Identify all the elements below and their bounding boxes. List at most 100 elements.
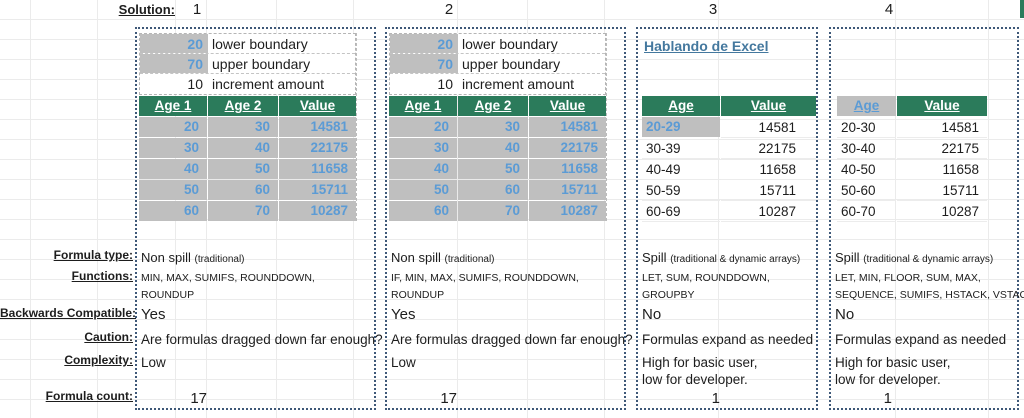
- column-header[interactable]: Age 2: [458, 96, 528, 116]
- formula-type-value[interactable]: Spill (traditional & dynamic arrays): [640, 247, 814, 268]
- backwards-compatible-value[interactable]: Yes: [141, 306, 166, 323]
- cell[interactable]: 40: [458, 138, 528, 158]
- cell[interactable]: 70: [208, 201, 278, 221]
- functions-line-2[interactable]: ROUNDUP: [391, 289, 445, 301]
- formula-type-value[interactable]: Non spill (traditional): [389, 247, 622, 268]
- cell[interactable]: 40-50: [837, 159, 896, 180]
- cell[interactable]: 20-30: [837, 117, 896, 138]
- functions-line-1[interactable]: LET, MIN, FLOOR, SUM, MAX,: [835, 272, 981, 284]
- cell[interactable]: 30-40: [837, 138, 896, 159]
- column-header[interactable]: Age 2: [208, 96, 278, 116]
- cell[interactable]: 40-49: [642, 159, 720, 180]
- lower-boundary-cell[interactable]: 20: [390, 34, 458, 53]
- formula-count-label[interactable]: Formula count:: [45, 389, 133, 403]
- upper-boundary-label[interactable]: upper boundary: [208, 54, 355, 73]
- cell[interactable]: 10287: [279, 201, 356, 221]
- cell[interactable]: 14581: [897, 117, 987, 138]
- functions-line-2[interactable]: ROUNDUP: [141, 289, 195, 301]
- solution-number-2[interactable]: 2: [444, 1, 454, 18]
- column-header[interactable]: Age 1: [389, 96, 457, 116]
- formula-count-value[interactable]: 1: [883, 390, 892, 407]
- increment-label[interactable]: increment amount: [458, 74, 605, 94]
- cell[interactable]: 40: [389, 159, 457, 179]
- backwards-compatible-label[interactable]: Backwards Compatible:: [0, 306, 137, 320]
- formula-count-value[interactable]: 17: [190, 390, 207, 407]
- cell[interactable]: 11658: [279, 159, 356, 179]
- complexity-line-2[interactable]: [139, 373, 372, 388]
- caution-label[interactable]: Caution:: [84, 330, 133, 344]
- column-header[interactable]: Value: [897, 96, 987, 116]
- cell[interactable]: 11658: [897, 159, 987, 180]
- cell[interactable]: 60-70: [837, 201, 896, 222]
- formula-count-value[interactable]: 17: [440, 390, 457, 407]
- solution-number-3[interactable]: 3: [708, 1, 718, 18]
- formula-type-label[interactable]: Formula type:: [53, 248, 133, 262]
- cell[interactable]: 50: [139, 180, 207, 200]
- cell[interactable]: 22175: [279, 138, 356, 158]
- caution-value[interactable]: Are formulas dragged down far enough?: [391, 332, 633, 347]
- complexity-line-2[interactable]: low for developer.: [642, 372, 748, 387]
- column-header[interactable]: Age 1: [139, 96, 207, 116]
- cell[interactable]: 30-39: [642, 138, 720, 159]
- complexity-line-1[interactable]: Low: [141, 355, 166, 370]
- cell[interactable]: 30: [389, 138, 457, 158]
- cell[interactable]: 20: [389, 117, 457, 137]
- formula-count-value[interactable]: 1: [711, 390, 720, 407]
- column-header[interactable]: Value: [279, 96, 356, 116]
- solution-row-label[interactable]: Solution:: [118, 2, 175, 17]
- column-header[interactable]: Value: [529, 96, 606, 116]
- cell[interactable]: 50-60: [837, 180, 896, 201]
- increment-cell[interactable]: 10: [390, 74, 458, 94]
- cell[interactable]: 11658: [721, 159, 816, 180]
- cell[interactable]: 22175: [721, 138, 816, 159]
- solution-number-4[interactable]: 4: [884, 1, 894, 18]
- cell[interactable]: 60: [458, 180, 528, 200]
- functions-line-2[interactable]: GROUPBY: [642, 289, 695, 301]
- formula-type-value[interactable]: Non spill (traditional): [139, 247, 372, 268]
- caution-value[interactable]: Are formulas dragged down far enough?: [141, 332, 383, 347]
- increment-cell[interactable]: 10: [140, 74, 208, 94]
- cell[interactable]: 30: [458, 117, 528, 137]
- cell[interactable]: 20: [139, 117, 207, 137]
- cell[interactable]: 50: [389, 180, 457, 200]
- column-header[interactable]: Age: [642, 96, 720, 116]
- upper-boundary-cell[interactable]: 70: [140, 54, 208, 73]
- cell[interactable]: 50: [458, 159, 528, 179]
- cell[interactable]: 60-69: [642, 201, 720, 222]
- cell[interactable]: 30: [208, 117, 278, 137]
- functions-line-2[interactable]: SEQUENCE, SUMIFS, HSTACK, VSTACK: [835, 289, 1024, 301]
- cell[interactable]: 60: [208, 180, 278, 200]
- hablando-de-excel-link[interactable]: Hablando de Excel: [644, 38, 769, 54]
- upper-boundary-label[interactable]: upper boundary: [458, 54, 605, 73]
- functions-line-1[interactable]: IF, MIN, MAX, SUMIFS, ROUNDDOWN,: [391, 272, 579, 284]
- cell[interactable]: 40: [139, 159, 207, 179]
- cell[interactable]: 10287: [529, 201, 606, 221]
- complexity-line-1[interactable]: High for basic user,: [642, 355, 758, 370]
- increment-label[interactable]: increment amount: [208, 74, 355, 94]
- cell[interactable]: 22175: [897, 138, 987, 159]
- cell[interactable]: 60: [389, 201, 457, 221]
- backwards-compatible-value[interactable]: No: [835, 306, 855, 323]
- functions-line-1[interactable]: MIN, MAX, SUMIFS, ROUNDDOWN,: [141, 272, 315, 284]
- cell[interactable]: 70: [458, 201, 528, 221]
- cell[interactable]: 22175: [529, 138, 606, 158]
- functions-label[interactable]: Functions:: [71, 269, 133, 283]
- cell-selected[interactable]: 20-29: [642, 117, 720, 137]
- complexity-line-2[interactable]: [389, 373, 622, 388]
- complexity-line-2[interactable]: low for developer.: [835, 372, 941, 387]
- backwards-compatible-value[interactable]: Yes: [391, 306, 416, 323]
- caution-value[interactable]: Formulas expand as needed: [642, 332, 814, 347]
- cell[interactable]: 15711: [721, 180, 816, 201]
- cell[interactable]: 15711: [529, 180, 606, 200]
- complexity-label[interactable]: Complexity:: [64, 353, 133, 367]
- solution-number-1[interactable]: 1: [192, 1, 202, 18]
- cell[interactable]: 50: [208, 159, 278, 179]
- lower-boundary-label[interactable]: lower boundary: [208, 34, 355, 53]
- cell[interactable]: 14581: [721, 117, 816, 138]
- complexity-line-1[interactable]: High for basic user,: [835, 355, 951, 370]
- cell[interactable]: 11658: [529, 159, 606, 179]
- complexity-line-1[interactable]: Low: [391, 355, 416, 370]
- cell[interactable]: 40: [208, 138, 278, 158]
- cell[interactable]: 14581: [529, 117, 606, 137]
- cell[interactable]: 50-59: [642, 180, 720, 201]
